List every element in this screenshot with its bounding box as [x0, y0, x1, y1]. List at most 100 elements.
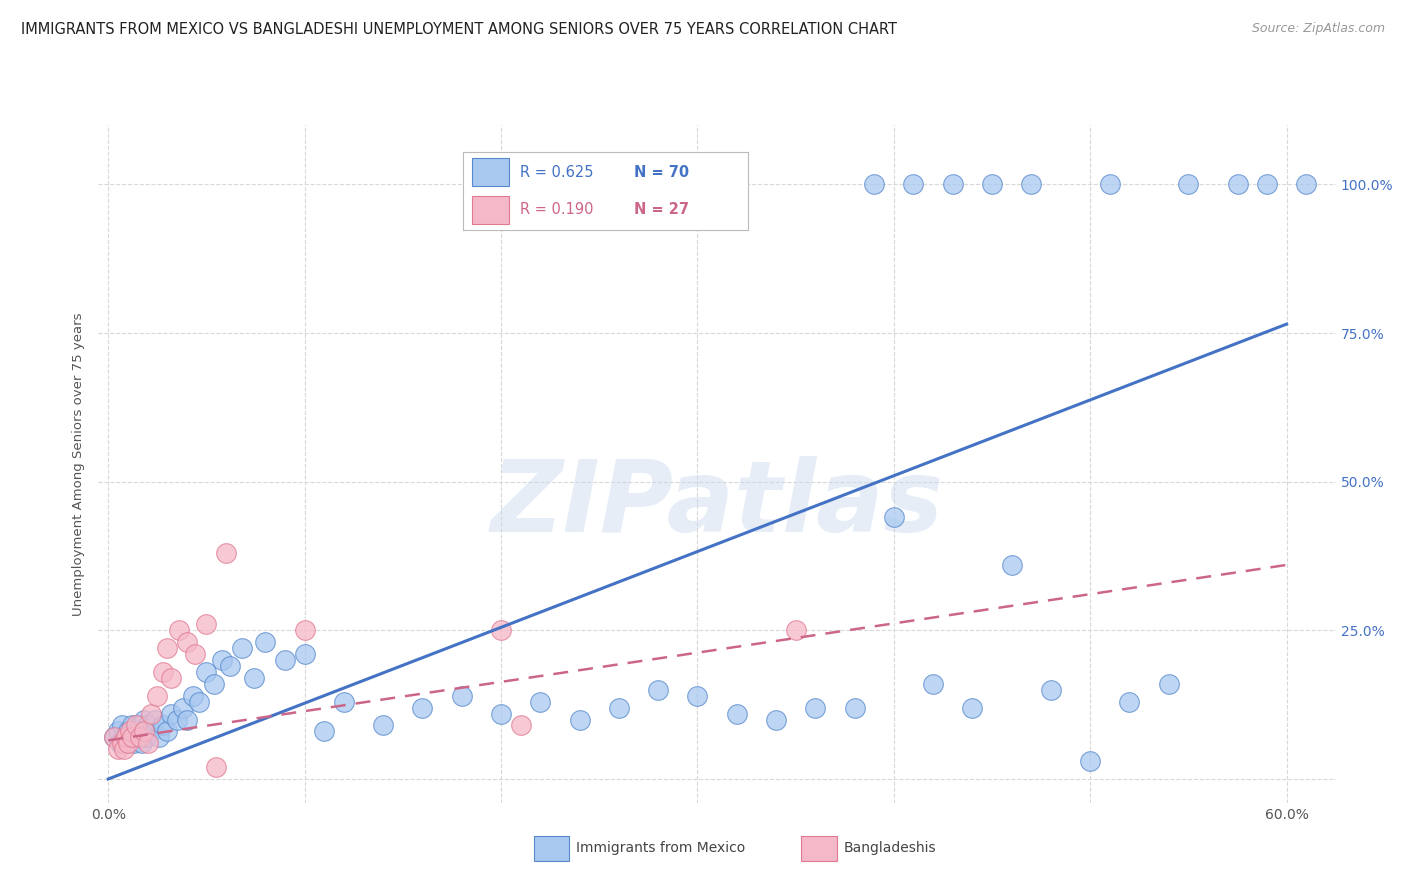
Point: [156, 641, 179, 656]
Point: [1226, 178, 1249, 192]
Point: [125, 718, 148, 732]
Point: [274, 653, 297, 667]
Text: N = 27: N = 27: [634, 202, 689, 217]
Point: [128, 718, 150, 732]
Point: [314, 724, 336, 739]
Point: [122, 736, 145, 750]
Point: [1039, 682, 1062, 697]
Point: [115, 731, 138, 745]
Point: [127, 731, 149, 745]
Point: [160, 706, 183, 721]
Point: [529, 695, 551, 709]
Point: [981, 178, 1004, 192]
Point: [135, 731, 157, 745]
Point: [115, 736, 138, 750]
Point: [128, 731, 150, 745]
Point: [117, 724, 139, 739]
Point: [211, 653, 233, 667]
Point: [121, 731, 143, 745]
Text: IMMIGRANTS FROM MEXICO VS BANGLADESHI UNEMPLOYMENT AMONG SENIORS OVER 75 YEARS C: IMMIGRANTS FROM MEXICO VS BANGLADESHI UN…: [21, 22, 897, 37]
Point: [125, 724, 148, 739]
Point: [146, 689, 169, 703]
Point: [1078, 754, 1101, 768]
Point: [903, 178, 925, 192]
Point: [107, 724, 129, 739]
Point: [411, 700, 433, 714]
Point: [254, 635, 277, 649]
Text: Bangladeshis: Bangladeshis: [844, 841, 936, 855]
Point: [1001, 558, 1024, 572]
Point: [181, 689, 204, 703]
Point: [962, 700, 984, 714]
Point: [686, 689, 709, 703]
Point: [1177, 178, 1199, 192]
FancyBboxPatch shape: [472, 158, 509, 186]
Point: [450, 689, 472, 703]
Point: [509, 718, 531, 732]
Point: [136, 718, 159, 732]
Point: [131, 736, 153, 750]
Point: [725, 706, 748, 721]
Point: [152, 718, 174, 732]
Point: [112, 731, 135, 745]
Text: R = 0.190: R = 0.190: [520, 202, 593, 217]
Point: [231, 641, 253, 656]
Point: [195, 617, 218, 632]
Point: [647, 682, 669, 697]
Point: [883, 510, 905, 524]
Text: Immigrants from Mexico: Immigrants from Mexico: [576, 841, 745, 855]
Point: [145, 713, 167, 727]
Point: [103, 731, 125, 745]
Text: Source: ZipAtlas.com: Source: ZipAtlas.com: [1251, 22, 1385, 36]
Point: [160, 671, 183, 685]
Point: [118, 731, 141, 745]
FancyBboxPatch shape: [472, 195, 509, 224]
Point: [156, 724, 179, 739]
Y-axis label: Unemployment Among Seniors over 75 years: Unemployment Among Seniors over 75 years: [72, 312, 86, 615]
Point: [121, 718, 143, 732]
Point: [112, 742, 135, 756]
Point: [195, 665, 218, 679]
Point: [922, 677, 945, 691]
Point: [607, 700, 630, 714]
Point: [765, 713, 787, 727]
Point: [219, 659, 242, 673]
Point: [333, 695, 356, 709]
Point: [1295, 178, 1317, 192]
Point: [132, 724, 155, 739]
Point: [148, 731, 170, 745]
Point: [136, 736, 159, 750]
Text: R = 0.625: R = 0.625: [520, 165, 593, 180]
Point: [1157, 677, 1180, 691]
Text: N = 70: N = 70: [634, 165, 689, 180]
Point: [568, 713, 591, 727]
Point: [942, 178, 965, 192]
Point: [489, 706, 512, 721]
Point: [187, 695, 209, 709]
Point: [863, 178, 886, 192]
Point: [141, 706, 163, 721]
Point: [117, 736, 139, 750]
Point: [183, 647, 205, 661]
Text: ZIPatlas: ZIPatlas: [491, 456, 943, 553]
Point: [167, 624, 190, 638]
Point: [804, 700, 827, 714]
Point: [294, 647, 316, 661]
Point: [176, 635, 198, 649]
Point: [242, 671, 264, 685]
Point: [489, 624, 512, 638]
Point: [1019, 178, 1042, 192]
Point: [373, 718, 395, 732]
Point: [1098, 178, 1121, 192]
Point: [111, 718, 134, 732]
Point: [844, 700, 866, 714]
Point: [172, 700, 194, 714]
Point: [111, 736, 134, 750]
Point: [176, 713, 198, 727]
Point: [108, 736, 131, 750]
Point: [202, 677, 225, 691]
Point: [785, 624, 807, 638]
Point: [215, 546, 238, 560]
Point: [166, 713, 188, 727]
Point: [294, 624, 316, 638]
